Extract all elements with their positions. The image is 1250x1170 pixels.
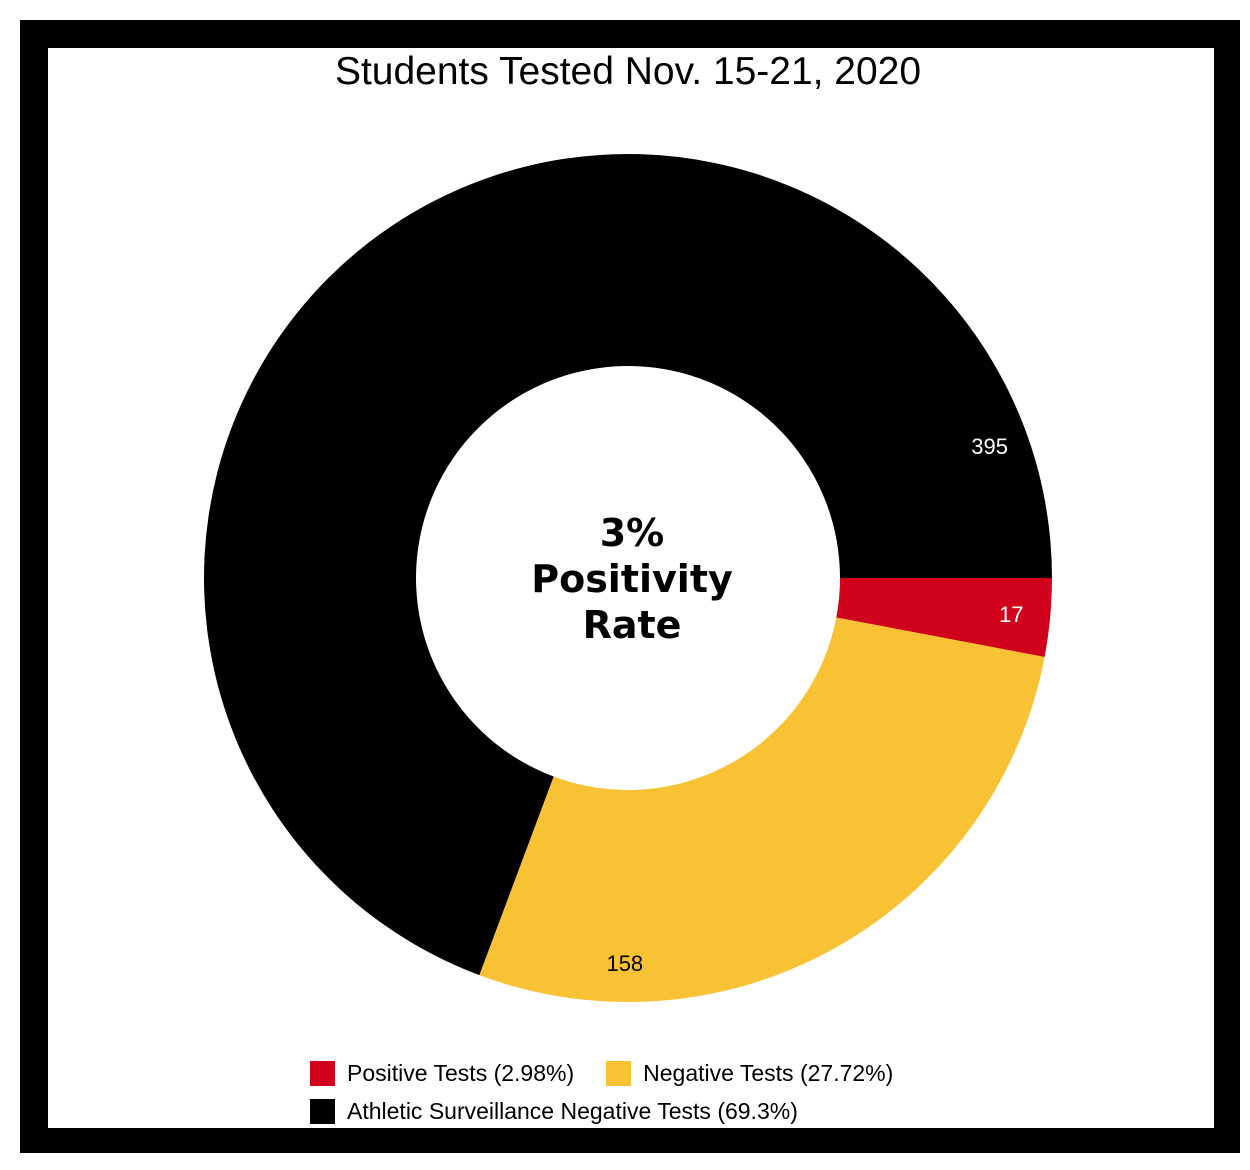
legend-item-athletic: Athletic Surveillance Negative Tests (69…	[310, 1098, 798, 1125]
legend-swatch-athletic	[310, 1098, 335, 1124]
chart-title: Students Tested Nov. 15-21, 2020	[334, 50, 922, 93]
legend-item-positive: Positive Tests (2.98%)	[310, 1060, 574, 1087]
center-text-line: Positivity	[531, 557, 733, 601]
donut-slices	[203, 154, 1052, 1002]
legend-label-negative: Negative Tests (27.72%)	[643, 1059, 894, 1086]
legend-swatch-positive	[310, 1060, 335, 1086]
legend-swatch-negative	[606, 1060, 632, 1086]
slice-value-label: 158	[606, 951, 643, 976]
legend-label-athletic: Athletic Surveillance Negative Tests (69…	[347, 1097, 798, 1124]
slice-negative-tests	[479, 617, 1045, 1002]
legend-item-negative: Negative Tests (27.72%)	[606, 1060, 893, 1087]
slice-labels: 17 158 395	[606, 434, 1023, 976]
slice-value-label: 17	[999, 602, 1023, 627]
slice-athletic-surveillance-negative-tests	[203, 154, 1052, 976]
slice-value-label: 395	[971, 434, 1008, 459]
legend-row-2: Athletic Surveillance Negative Tests (69…	[310, 1092, 925, 1130]
center-text-line: 3%	[600, 511, 665, 555]
legend: Positive Tests (2.98%) Negative Tests (2…	[310, 1054, 925, 1130]
slice-positive-tests	[836, 578, 1052, 657]
legend-label-positive: Positive Tests (2.98%)	[347, 1059, 575, 1086]
center-text-line: Rate	[583, 603, 682, 647]
legend-row-1: Positive Tests (2.98%) Negative Tests (2…	[310, 1054, 925, 1092]
